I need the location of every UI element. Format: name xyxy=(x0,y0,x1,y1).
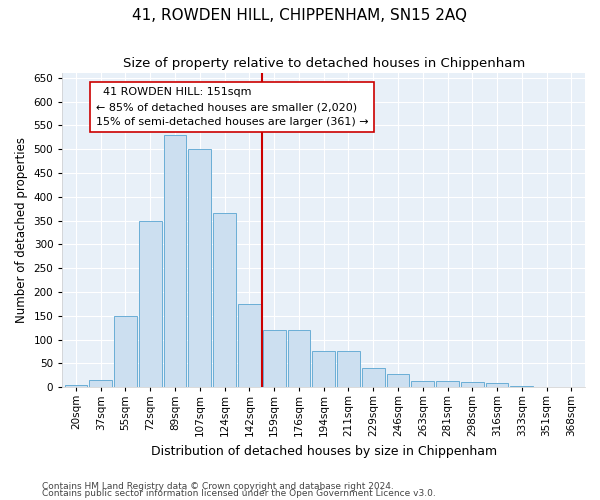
Bar xyxy=(164,135,187,387)
Bar xyxy=(213,214,236,387)
Bar xyxy=(386,374,409,387)
Bar xyxy=(337,352,360,387)
Bar xyxy=(65,384,88,387)
Bar xyxy=(263,330,286,387)
Text: 41, ROWDEN HILL, CHIPPENHAM, SN15 2AQ: 41, ROWDEN HILL, CHIPPENHAM, SN15 2AQ xyxy=(133,8,467,22)
Bar xyxy=(511,386,533,387)
Text: Contains public sector information licensed under the Open Government Licence v3: Contains public sector information licen… xyxy=(42,489,436,498)
Bar xyxy=(114,316,137,387)
Bar xyxy=(287,330,310,387)
Bar xyxy=(312,352,335,387)
Bar xyxy=(436,381,459,387)
Text: Contains HM Land Registry data © Crown copyright and database right 2024.: Contains HM Land Registry data © Crown c… xyxy=(42,482,394,491)
Bar xyxy=(461,382,484,387)
Bar xyxy=(238,304,261,387)
Text: 41 ROWDEN HILL: 151sqm
← 85% of detached houses are smaller (2,020)
15% of semi-: 41 ROWDEN HILL: 151sqm ← 85% of detached… xyxy=(96,88,368,127)
Bar xyxy=(89,380,112,387)
Bar xyxy=(412,381,434,387)
Bar xyxy=(485,384,508,387)
Bar xyxy=(362,368,385,387)
X-axis label: Distribution of detached houses by size in Chippenham: Distribution of detached houses by size … xyxy=(151,444,497,458)
Bar xyxy=(139,220,161,387)
Bar xyxy=(188,149,211,387)
Title: Size of property relative to detached houses in Chippenham: Size of property relative to detached ho… xyxy=(122,58,525,70)
Y-axis label: Number of detached properties: Number of detached properties xyxy=(15,137,28,323)
